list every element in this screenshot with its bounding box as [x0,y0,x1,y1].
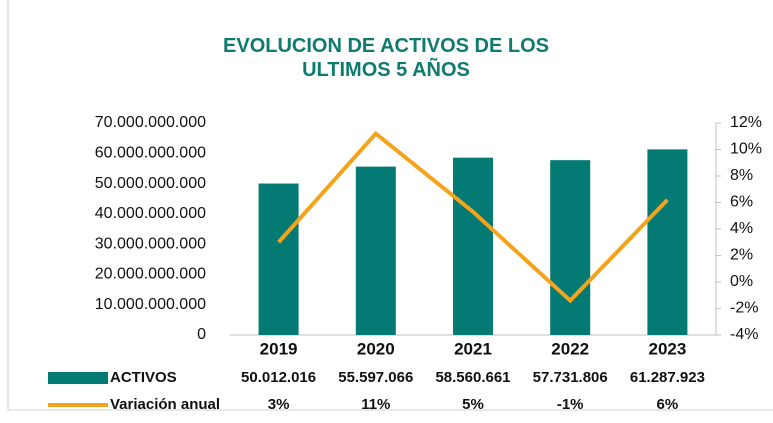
y-tick-label: 10.000.000.000 [95,296,206,313]
y2-tick-label: 6% [730,194,753,211]
table-value: 6% [657,396,679,413]
y2-tick-label: -2% [730,300,758,317]
y2-tick-label: 12% [730,114,762,131]
table-value: 3% [268,396,290,413]
y2-tick-label: 8% [730,167,753,184]
x-tick-label: 2023 [648,339,686,358]
table-value: 11% [361,396,390,413]
x-tick-label: 2022 [551,339,589,358]
bar [453,157,493,335]
x-tick-label: 2019 [260,339,298,358]
table-value: -1% [557,396,584,413]
y-tick-label: 0 [197,326,206,343]
y-tick-label: 70.000.000.000 [95,114,206,131]
y2-tick-label: -4% [730,326,758,343]
line [277,130,669,304]
bar [355,166,396,335]
y2-tick-label: 2% [730,247,753,264]
chart-title: EVOLUCION DE ACTIVOS DE LOS ULTIMOS 5 AÑ… [223,35,549,81]
legend-label: ACTIVOS [110,369,177,386]
legend-label: Variación anual [110,396,220,413]
x-tick-label: 2020 [357,339,395,358]
table-value: 55.597.066 [338,369,413,386]
x-tick-label: 2021 [454,339,492,358]
bar [647,149,688,335]
table-value: 5% [462,396,484,413]
y-tick-label: 50.000.000.000 [95,175,206,192]
y-tick-label: 30.000.000.000 [95,235,206,252]
legend-swatch [48,372,108,384]
bar [258,183,299,335]
y2-tick-label: 0% [730,273,753,290]
y2-tick-label: 10% [730,141,762,158]
table-value: 50.012.016 [241,369,316,386]
table-value: 61.287.923 [630,369,705,386]
y-tick-label: 20.000.000.000 [95,266,206,283]
y2-tick-label: 4% [730,220,753,237]
table-value: 58.560.661 [435,369,510,386]
y-tick-label: 60.000.000.000 [95,145,206,162]
bar [550,160,591,335]
y-tick-label: 40.000.000.000 [95,205,206,222]
chart-frame [7,0,773,411]
table-value: 57.731.806 [533,369,608,386]
